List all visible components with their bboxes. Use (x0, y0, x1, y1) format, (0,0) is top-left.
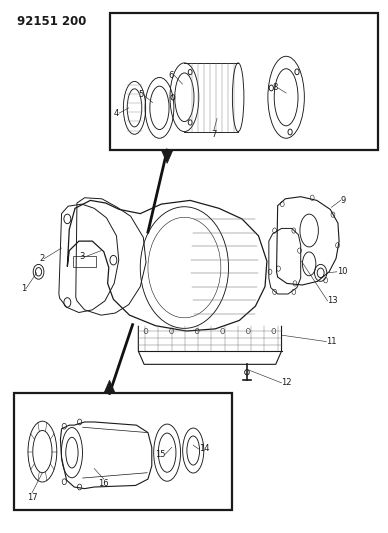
Text: 17: 17 (27, 493, 37, 502)
Text: 14: 14 (199, 445, 209, 454)
Bar (109, 13, 378, 150)
Text: 92151 200: 92151 200 (17, 15, 87, 28)
Polygon shape (104, 380, 115, 393)
Bar (73, 256, 96, 266)
Text: 7: 7 (211, 130, 217, 139)
Text: 13: 13 (327, 296, 338, 305)
Text: 8: 8 (272, 83, 278, 92)
Text: 9: 9 (341, 196, 346, 205)
Bar (14, 393, 232, 510)
Text: 3: 3 (79, 253, 85, 262)
Text: 11: 11 (326, 337, 337, 346)
Text: 16: 16 (99, 479, 109, 488)
Text: 4: 4 (114, 109, 119, 118)
Text: 12: 12 (282, 378, 292, 387)
Text: 6: 6 (169, 70, 174, 79)
Text: 15: 15 (155, 450, 165, 459)
Polygon shape (161, 150, 173, 164)
Text: 2: 2 (39, 254, 44, 263)
Text: 5: 5 (138, 90, 143, 99)
Text: 10: 10 (337, 267, 347, 276)
Text: 1: 1 (21, 284, 26, 293)
